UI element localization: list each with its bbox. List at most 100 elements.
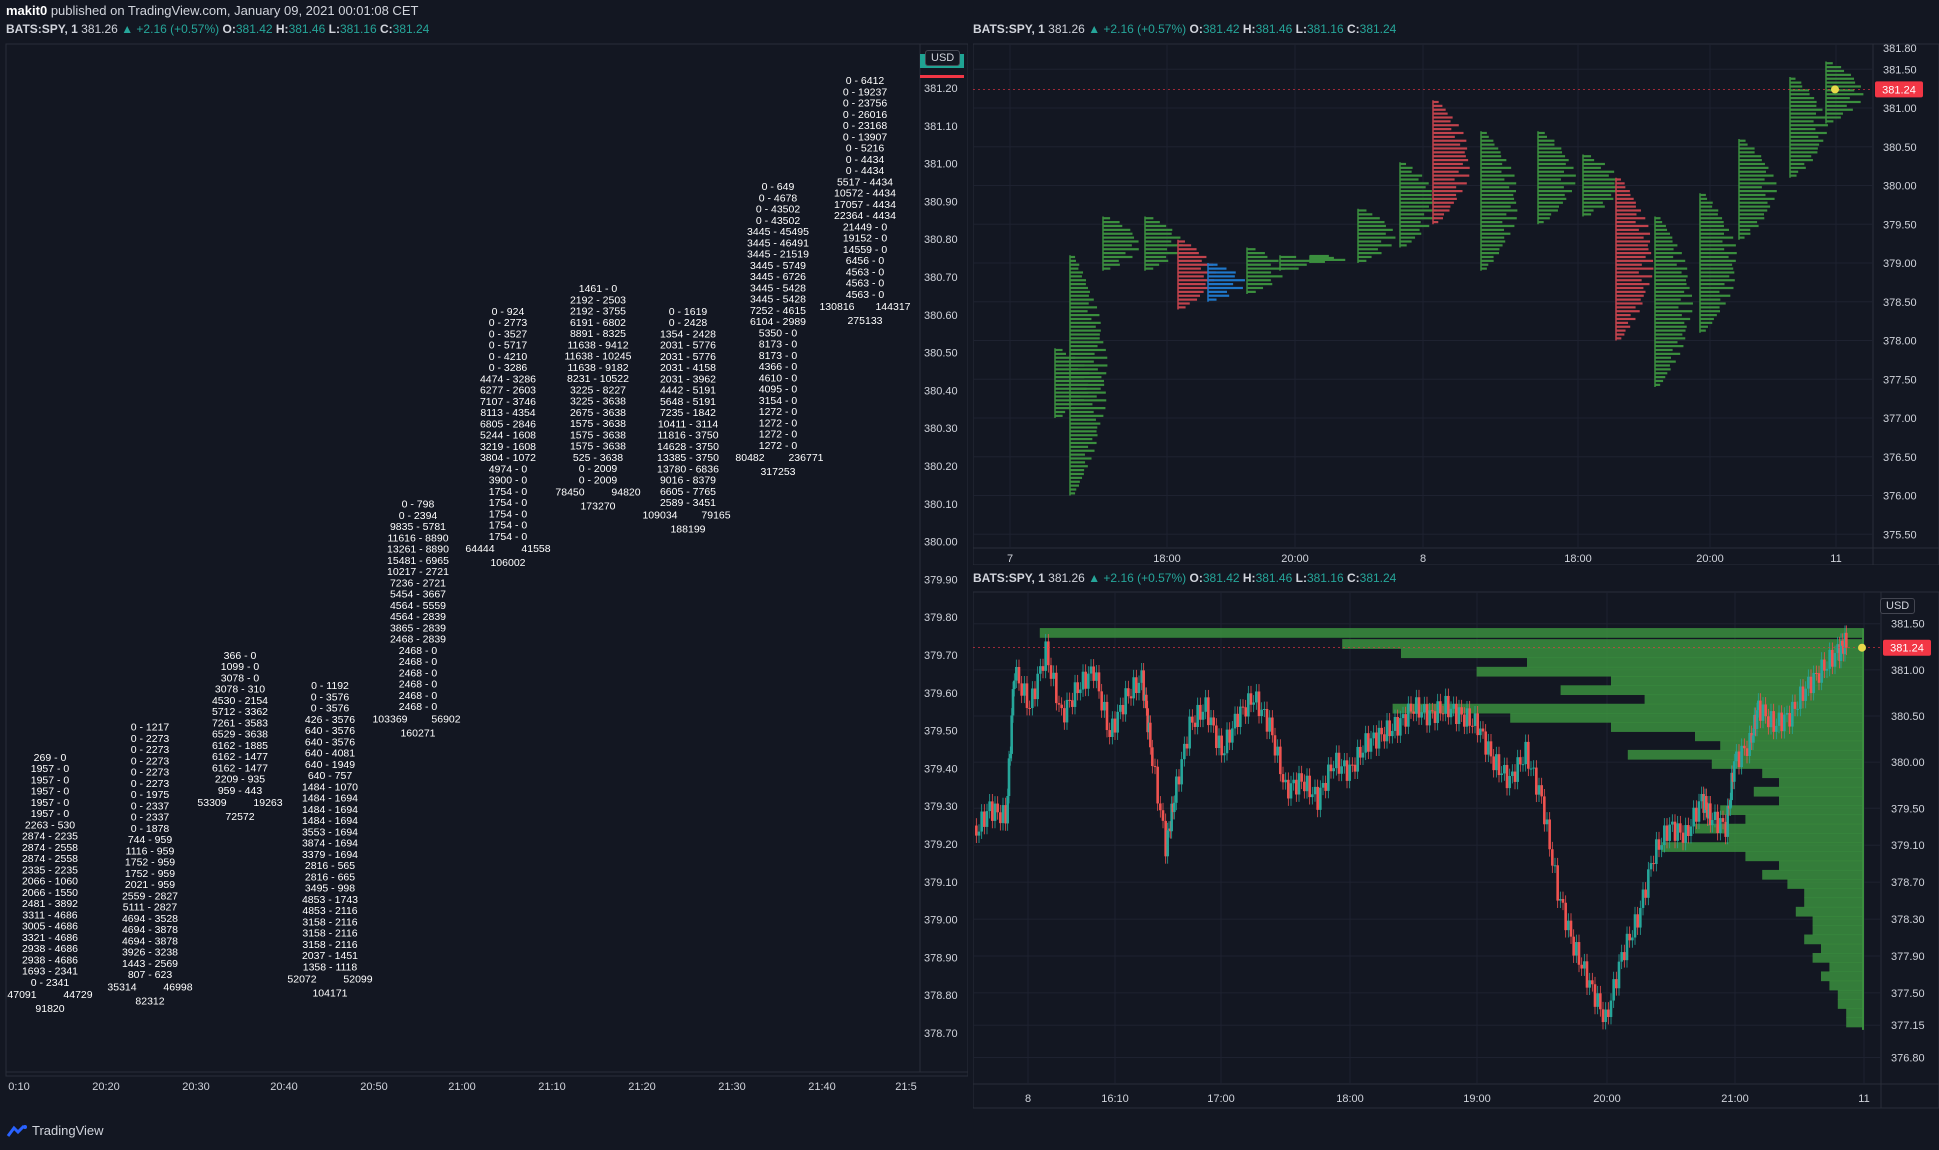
profile-row xyxy=(1739,178,1765,181)
profile-row xyxy=(1247,255,1268,259)
candle-body xyxy=(1706,809,1709,819)
profile-row xyxy=(1510,712,1863,723)
candle-body xyxy=(1812,672,1815,694)
profile-row xyxy=(1739,151,1755,154)
price-tick-label: 378.70 xyxy=(1891,877,1925,889)
footprint-cell: 1957 - 0 xyxy=(31,808,70,820)
profile-row xyxy=(1538,178,1561,181)
footprint-cell: 3804 - 1072 xyxy=(480,452,536,464)
candle-body xyxy=(1609,1000,1613,1018)
profile-row xyxy=(1700,221,1724,224)
profile-row xyxy=(1400,205,1429,208)
profile-row xyxy=(1400,244,1407,247)
footprint-cell: 4564 - 2839 xyxy=(390,611,446,623)
profile-row xyxy=(1070,476,1083,479)
footprint-cell: 0 - 798 xyxy=(402,499,435,511)
footprint-chart[interactable]: 381.20 381.10 381.00 380.90 380.80 380.70 380.… xyxy=(0,40,968,1090)
footprint-cell: 2559 - 2827 xyxy=(122,890,178,902)
profile-row xyxy=(1739,205,1771,208)
profile-row xyxy=(1070,383,1105,386)
symbol-label[interactable]: BATS:SPY, 1 xyxy=(973,571,1045,585)
profile-row xyxy=(1616,271,1639,274)
profile-row xyxy=(1538,186,1564,189)
candle-body xyxy=(1825,668,1829,671)
candle-body xyxy=(1129,696,1133,699)
price-tick-label: 379.10 xyxy=(1891,840,1925,852)
profile-row xyxy=(1700,317,1714,321)
open-value: 381.42 xyxy=(1202,22,1240,36)
profile-row xyxy=(1790,131,1827,135)
price-tick-label: 380.50 xyxy=(1891,711,1925,723)
candle-body xyxy=(1041,666,1045,671)
candle-body xyxy=(1833,652,1837,667)
footprint-right-total: 79165 xyxy=(701,509,730,521)
footprint-cell: 1272 - 0 xyxy=(759,417,798,429)
profile-row xyxy=(1790,77,1796,80)
visible-range-volume-profile-chart[interactable]: 381.50 381.00 380.50 380.00 379.50 379.10 378.… xyxy=(973,588,1939,1113)
profile-row xyxy=(1826,100,1861,104)
candle-body xyxy=(975,825,978,836)
footprint-cell: 8113 - 4354 xyxy=(480,407,535,419)
profile-row xyxy=(1481,244,1503,247)
profile-row xyxy=(1208,271,1236,274)
profile-row xyxy=(1433,104,1443,107)
profile-row xyxy=(1433,209,1450,212)
currency-label-left[interactable]: USD xyxy=(925,50,961,66)
profile-row xyxy=(1739,217,1765,220)
footprint-cell: 0 - 23756 xyxy=(843,98,888,110)
symbol-label[interactable]: BATS:SPY, 1 xyxy=(6,22,78,36)
footprint-cell: 3926 - 3238 xyxy=(122,947,178,959)
candle-body xyxy=(1484,731,1487,755)
profile-row xyxy=(1400,221,1421,224)
footprint-cell: 5712 - 3362 xyxy=(212,706,268,718)
candle-body xyxy=(1407,703,1410,727)
profile-row xyxy=(1070,434,1098,437)
profile-row xyxy=(1103,228,1131,231)
profile-row xyxy=(1700,213,1718,216)
profile-row xyxy=(1145,255,1167,259)
candle-body xyxy=(1481,728,1485,732)
candle-body xyxy=(1385,720,1389,742)
profile-row xyxy=(1208,290,1227,293)
time-tick-label: 18:00 xyxy=(1153,553,1181,565)
candle-body xyxy=(1793,701,1797,709)
candle-body xyxy=(1641,889,1645,908)
profile-row xyxy=(1178,248,1197,251)
profile-row xyxy=(1070,403,1093,406)
profile-row xyxy=(1616,244,1648,247)
profile-row xyxy=(1700,259,1736,262)
footprint-cell: 0 - 5717 xyxy=(489,340,528,352)
session-volume-profile-chart[interactable]: 381.50 381.00 380.50 380.00 379.50 379.00 378.… xyxy=(973,40,1939,565)
footprint-cell: 3321 - 4686 xyxy=(22,932,78,944)
candle-body xyxy=(1843,632,1847,655)
profile-row xyxy=(1070,317,1092,321)
profile-row xyxy=(1790,139,1824,142)
footprint-cell: 3553 - 1694 xyxy=(302,826,358,838)
time-tick-label: 21:00 xyxy=(1721,1093,1749,1105)
change-value: +2.16 (+0.57%) xyxy=(1103,571,1187,585)
profile-row xyxy=(1208,267,1227,270)
candle-body xyxy=(1135,677,1138,694)
footprint-left-total: 52072 xyxy=(287,974,316,986)
candle-body xyxy=(1142,670,1145,701)
profile-row xyxy=(1655,379,1664,383)
currency-label-bottom[interactable]: USD xyxy=(1880,598,1916,614)
tradingview-logo[interactable]: TradingView xyxy=(6,1123,104,1138)
profile-row xyxy=(1481,255,1494,259)
footprint-cell: 2031 - 5776 xyxy=(660,351,716,363)
volume-profile xyxy=(1177,239,1216,310)
profile-row xyxy=(1481,228,1505,231)
price-tick-label: 379.00 xyxy=(924,915,958,927)
symbol-label[interactable]: BATS:SPY, 1 xyxy=(973,22,1045,36)
profile-row xyxy=(1145,252,1179,255)
profile-row xyxy=(1070,321,1101,324)
author-name[interactable]: makit0 xyxy=(6,3,48,18)
candle-body xyxy=(1063,708,1066,723)
profile-row xyxy=(1655,252,1682,255)
price-tick-label: 378.30 xyxy=(1891,914,1925,926)
profile-row xyxy=(1070,410,1094,414)
candle-body xyxy=(1191,716,1194,723)
candle-body xyxy=(1055,672,1058,704)
footprint-cell: 5350 - 0 xyxy=(759,327,798,339)
footprint-cell: 15481 - 6965 xyxy=(387,555,449,567)
